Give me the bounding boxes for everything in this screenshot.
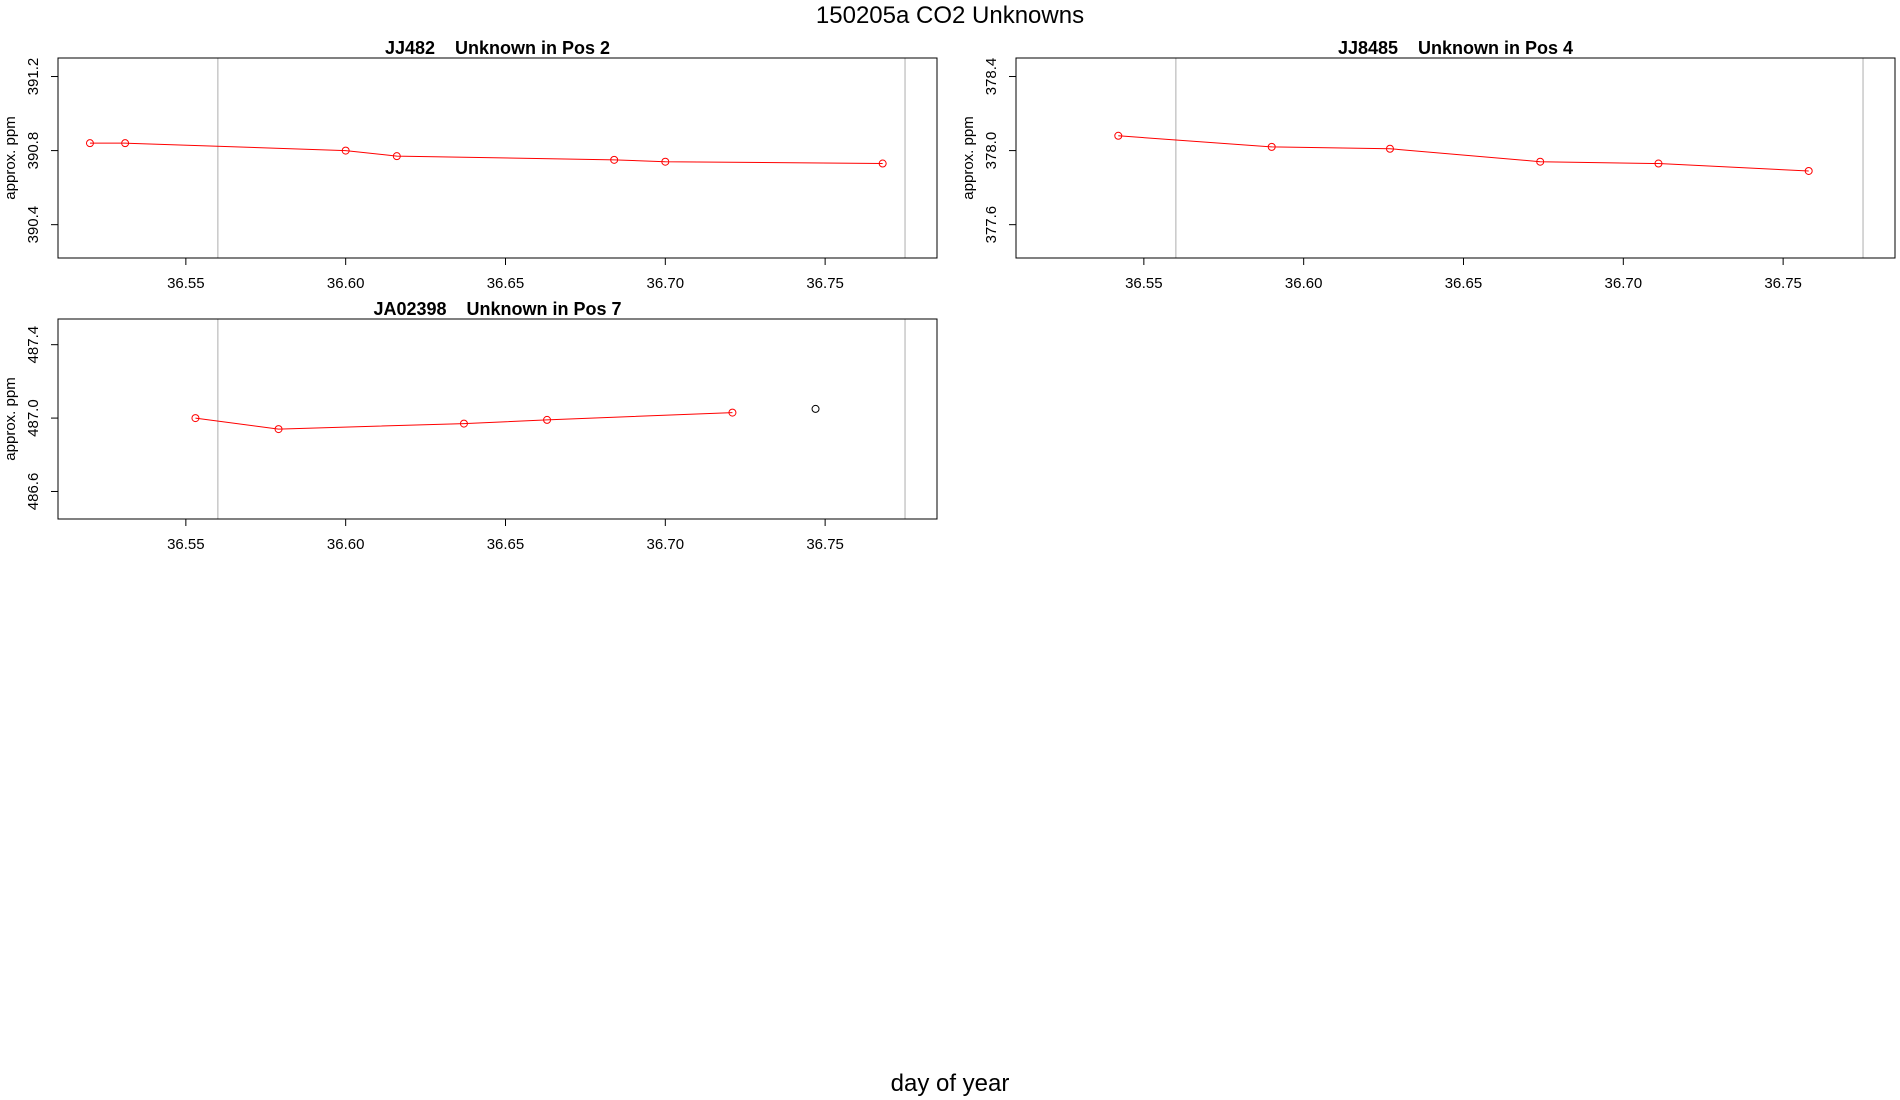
data-point xyxy=(811,404,820,413)
x-tick-label: 36.55 xyxy=(1125,275,1163,292)
figure-title: 150205a CO2 Unknowns xyxy=(815,2,1085,29)
y-axis-label: approx. ppm xyxy=(2,116,19,199)
plot-frame xyxy=(1015,57,1896,259)
data-point xyxy=(728,408,737,417)
data-point xyxy=(1536,157,1545,166)
x-tick-label: 36.55 xyxy=(167,536,205,553)
y-tick-label: 487.4 xyxy=(25,326,42,364)
panel-3: JA02398 Unknown in Pos 7 approx. ppm 36.55… xyxy=(2,299,938,553)
x-tick-label: 36.60 xyxy=(327,536,365,553)
data-point xyxy=(661,157,670,166)
data-point xyxy=(1654,159,1663,168)
data-point xyxy=(392,152,401,161)
panel-title: JJ8485 Unknown in Pos 4 xyxy=(1338,38,1573,58)
x-tick-label: 36.70 xyxy=(647,275,685,292)
x-tick-label: 36.70 xyxy=(1605,275,1643,292)
plot-frame xyxy=(57,318,938,520)
data-point xyxy=(878,159,887,168)
x-tick-label: 36.75 xyxy=(806,536,844,553)
x-tick-label: 36.65 xyxy=(487,275,525,292)
x-tick-label: 36.70 xyxy=(647,536,685,553)
panel-1: JJ482 Unknown in Pos 2 approx. ppm 36.55 36… xyxy=(2,38,938,292)
series-line xyxy=(1118,135,1809,172)
panel-title: JJ482 Unknown in Pos 2 xyxy=(385,38,610,58)
y-tick-label: 487.0 xyxy=(25,399,42,437)
data-point xyxy=(274,425,283,434)
x-tick-label: 36.55 xyxy=(167,275,205,292)
panel-2: JJ8485 Unknown in Pos 4 approx. ppm 36.55 3… xyxy=(960,38,1896,292)
data-point xyxy=(1385,144,1394,153)
data-point xyxy=(1804,166,1813,175)
data-point xyxy=(341,146,350,155)
data-point xyxy=(191,414,200,423)
x-tick-label: 36.65 xyxy=(487,536,525,553)
y-axis-label: approx. ppm xyxy=(960,116,977,199)
panel-title: JA02398 Unknown in Pos 7 xyxy=(373,299,621,319)
x-axis-label: day of year xyxy=(890,1070,1010,1097)
x-tick-label: 36.60 xyxy=(1285,275,1323,292)
plot-frame xyxy=(57,57,938,259)
x-tick-label: 36.65 xyxy=(1445,275,1483,292)
y-tick-label: 391.2 xyxy=(25,58,42,96)
y-tick-label: 377.6 xyxy=(983,206,1000,244)
data-point xyxy=(121,139,130,148)
data-point xyxy=(543,415,552,424)
series-line xyxy=(89,142,883,165)
y-tick-label: 378.4 xyxy=(983,58,1000,96)
data-point xyxy=(1114,131,1123,140)
y-tick-label: 390.8 xyxy=(25,132,42,170)
data-point xyxy=(459,419,468,428)
x-tick-label: 36.60 xyxy=(327,275,365,292)
data-point xyxy=(85,139,94,148)
y-axis-label: approx. ppm xyxy=(2,377,19,460)
series-line xyxy=(195,412,733,430)
y-tick-label: 486.6 xyxy=(25,473,42,511)
x-tick-label: 36.75 xyxy=(806,275,844,292)
x-tick-label: 36.75 xyxy=(1764,275,1802,292)
data-point xyxy=(610,155,619,164)
y-tick-label: 390.4 xyxy=(25,206,42,244)
y-tick-label: 378.0 xyxy=(983,132,1000,170)
data-point xyxy=(1267,142,1276,151)
